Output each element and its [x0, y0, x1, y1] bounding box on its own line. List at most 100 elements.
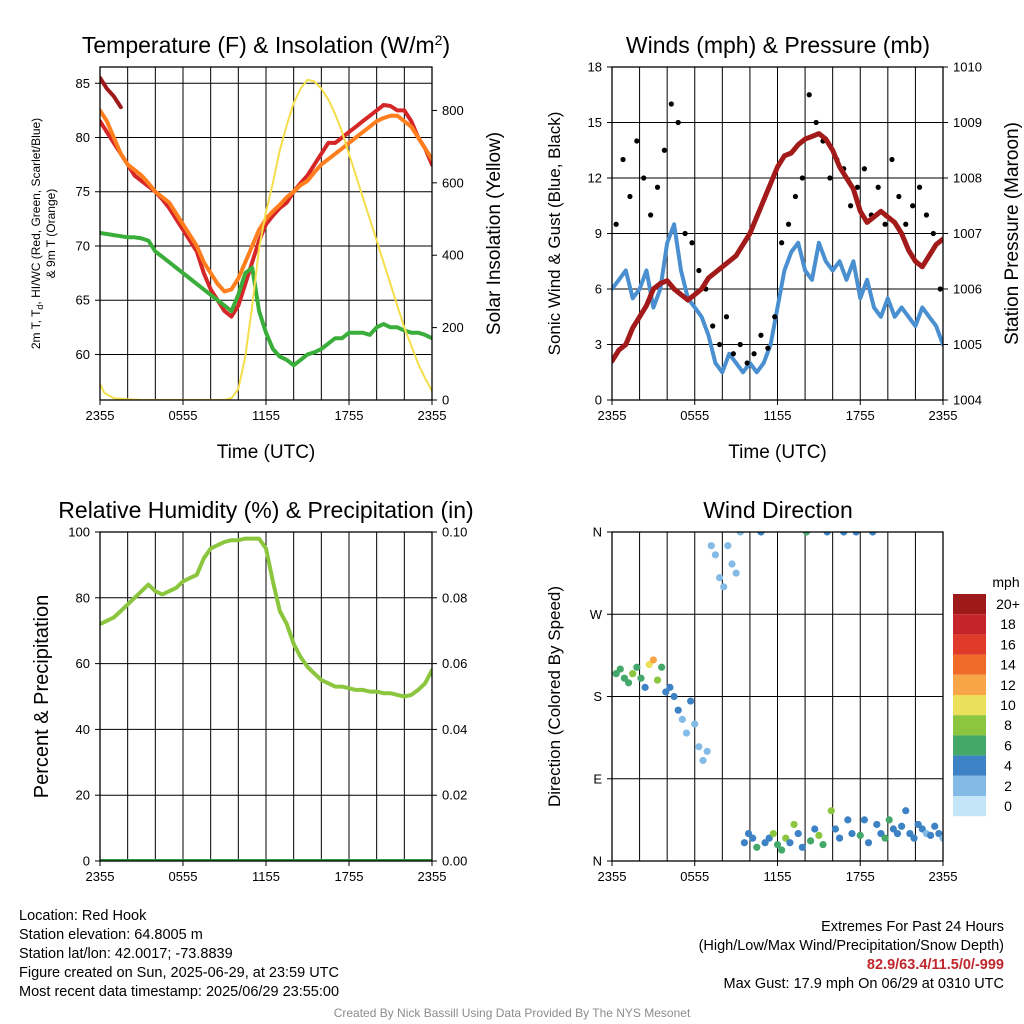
y-tick-label: 6: [595, 282, 602, 297]
wind-direction-point: [703, 747, 711, 755]
x-tick-label: 1755: [335, 869, 364, 884]
wind-direction-point: [873, 820, 881, 829]
wind-direction-point: [902, 807, 910, 815]
wind-direction-point: [682, 729, 691, 737]
wind-direction-point: [678, 715, 686, 723]
wind-direction-point: [811, 825, 819, 833]
legend-label: 14: [1000, 657, 1016, 673]
wind-direction-point: [889, 825, 897, 833]
wind-direction-point: [819, 840, 827, 849]
wind-direction-point: [670, 692, 678, 701]
y-right-tick-label: 1008: [953, 171, 982, 186]
y-right-tick-label: 400: [442, 248, 464, 263]
wind-direction-point: [616, 665, 624, 673]
y-axis-label-line2: & 9m T (Orange): [44, 189, 58, 279]
wind-direction-point: [869, 532, 877, 536]
legend-swatch: [953, 674, 986, 695]
extremes-title: Extremes For Past 24 Hours: [821, 919, 1004, 935]
wind-direction-point: [840, 532, 848, 536]
legend-swatch: [953, 614, 986, 635]
chart-title: Relative Humidity (%) & Precipitation (i…: [58, 497, 473, 523]
x-tick-label: 2355: [418, 869, 447, 884]
wind-direction-point: [691, 720, 699, 728]
legend-label: 10: [1000, 697, 1016, 713]
legend-swatch: [953, 715, 986, 736]
x-tick-label: 2355: [929, 869, 958, 884]
wind-direction-point: [939, 834, 943, 842]
x-tick-label: 1155: [252, 408, 280, 423]
wind-direction-point: [848, 829, 856, 838]
wind-direction-point: [926, 831, 935, 840]
gust-point: [937, 286, 943, 292]
wind-direction-point: [778, 846, 786, 854]
y-right-tick-label: 200: [442, 320, 464, 335]
y-right-tick-label: 0.04: [442, 722, 467, 737]
legend-label: 16: [1000, 636, 1016, 652]
y-right-tick-label: 1010: [953, 60, 982, 75]
wind-direction-point: [856, 831, 864, 840]
wind-direction-point: [798, 843, 806, 851]
wind-direction-point: [649, 656, 657, 664]
gust-point: [916, 184, 923, 190]
legend-swatch: [953, 654, 986, 675]
chart-title: Winds (mph) & Pressure (mb): [626, 32, 930, 58]
wind-direction-point: [749, 834, 757, 842]
panel-2: 2355 0555 1155 1755 235503691215181004100510…: [545, 32, 1023, 463]
wind-direction-point: [790, 820, 798, 829]
legend-label: 6: [1004, 737, 1012, 753]
y-right-axis-label: Solar Insolation (Yellow): [484, 132, 505, 335]
x-axis-label: Time (UTC): [728, 442, 827, 463]
y-right-tick-label: 1009: [953, 115, 982, 130]
gust-point: [620, 156, 626, 163]
gust-point: [634, 138, 640, 144]
series-group: [612, 92, 943, 375]
y-tick-label: W: [590, 607, 603, 622]
wind-direction-point: [612, 670, 620, 678]
y-tick-label: 0: [595, 393, 602, 408]
gust-point: [765, 345, 771, 351]
wind-direction-point: [827, 807, 835, 815]
wind-direction-point: [835, 834, 844, 842]
gust-point: [730, 351, 736, 357]
y-right-tick-label: 0.06: [442, 656, 467, 671]
legend-label: 20+: [996, 596, 1020, 612]
y-right-tick-label: 0.10: [442, 525, 467, 540]
gust-point: [779, 240, 785, 246]
chart-title: Temperature (F) & Insolation (W/m2): [82, 32, 450, 58]
wind-direction-point: [773, 840, 782, 849]
y-right-axis-label: Station Pressure (Maroon): [1002, 122, 1023, 345]
credit-line: Created By Nick Bassill Using Data Provi…: [333, 1006, 691, 1020]
wind-direction-point: [666, 683, 674, 691]
gust-point: [648, 212, 654, 218]
legend-label: 12: [1000, 677, 1016, 693]
y-tick-label: N: [593, 525, 602, 540]
wind-direction-point: [761, 839, 769, 847]
recent-timestamp: Most recent data timestamp: 2025/06/29 2…: [19, 984, 340, 1000]
gust-point: [710, 323, 716, 329]
wind-direction-point: [893, 829, 902, 838]
legend-swatch: [953, 775, 986, 796]
wind-direction-point: [906, 829, 914, 838]
wind-direction-point: [620, 674, 629, 682]
y-tick-label: 12: [588, 171, 602, 186]
wind-direction-point: [786, 839, 794, 847]
y-right-tick-label: 600: [442, 175, 464, 190]
y-axis-label: Percent & Precipitation: [31, 595, 53, 798]
station-info: Location: Red Hook Station elevation: 64…: [19, 907, 339, 1002]
y-right-tick-label: 1005: [953, 337, 982, 352]
y-axis-label: Sonic Wind & Gust (Blue, Black): [545, 112, 564, 356]
wind-direction-point: [658, 663, 666, 671]
wind-direction-point: [724, 542, 732, 550]
gust-point: [799, 175, 805, 181]
y-right-tick-label: 0.08: [442, 590, 467, 605]
gust-point: [723, 314, 730, 320]
gust-point: [882, 221, 888, 227]
wind-direction-point: [881, 834, 889, 842]
station-elevation: Station elevation: 64.8005 m: [19, 927, 203, 943]
wind-direction-point: [807, 837, 815, 845]
figure-created: Figure created on Sun, 2025-06-29, at 23…: [19, 965, 339, 981]
wind-direction-point: [728, 560, 736, 568]
x-tick-label: 2355: [929, 408, 958, 423]
gust-point: [641, 175, 647, 181]
y-tick-label: 60: [76, 347, 90, 362]
